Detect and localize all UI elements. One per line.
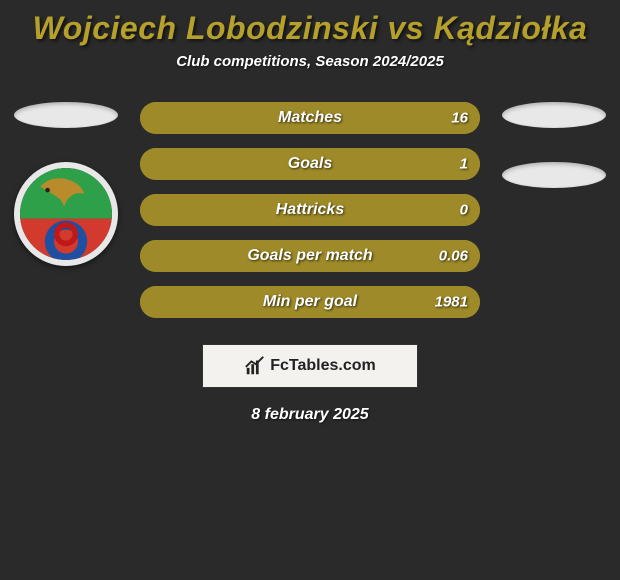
stat-label: Goals per match [247,247,372,265]
left-player-column [6,102,126,266]
stat-label: Matches [278,109,342,127]
stat-label: Hattricks [276,201,344,219]
brand-card: FcTables.com [202,344,418,388]
stat-right-value: 0 [460,202,468,219]
stat-label: Goals [288,155,332,173]
stat-right-value: 16 [451,110,468,127]
stat-row: Hattricks 0 [140,194,480,226]
stat-right-value: 0.06 [439,248,468,265]
player1-name-placeholder [14,102,118,128]
player1-club-badge [14,162,118,266]
club-badge-svg [20,168,112,260]
stat-row: Matches 16 [140,102,480,134]
page-title: Wojciech Lobodzinski vs Kądziołka [0,0,620,47]
player2-club-placeholder [502,162,606,188]
stats-list: Matches 16 Goals 1 Hattricks 0 Goals per match… [140,102,480,318]
brand-label: FcTables.com [270,357,376,375]
right-player-column [494,102,614,188]
stat-right-value: 1981 [435,294,468,311]
stat-row: Goals 1 [140,148,480,180]
footer-date: 8 february 2025 [0,406,620,424]
content-area: Matches 16 Goals 1 Hattricks 0 Goals per match… [0,102,620,424]
subtitle: Club competitions, Season 2024/2025 [0,53,620,70]
chart-icon [244,355,266,377]
comparison-infographic: Wojciech Lobodzinski vs Kądziołka Club c… [0,0,620,580]
stat-label: Min per goal [263,293,357,311]
stat-row: Goals per match 0.06 [140,240,480,272]
stat-right-value: 1 [460,156,468,173]
player2-name-placeholder [502,102,606,128]
stat-row: Min per goal 1981 [140,286,480,318]
